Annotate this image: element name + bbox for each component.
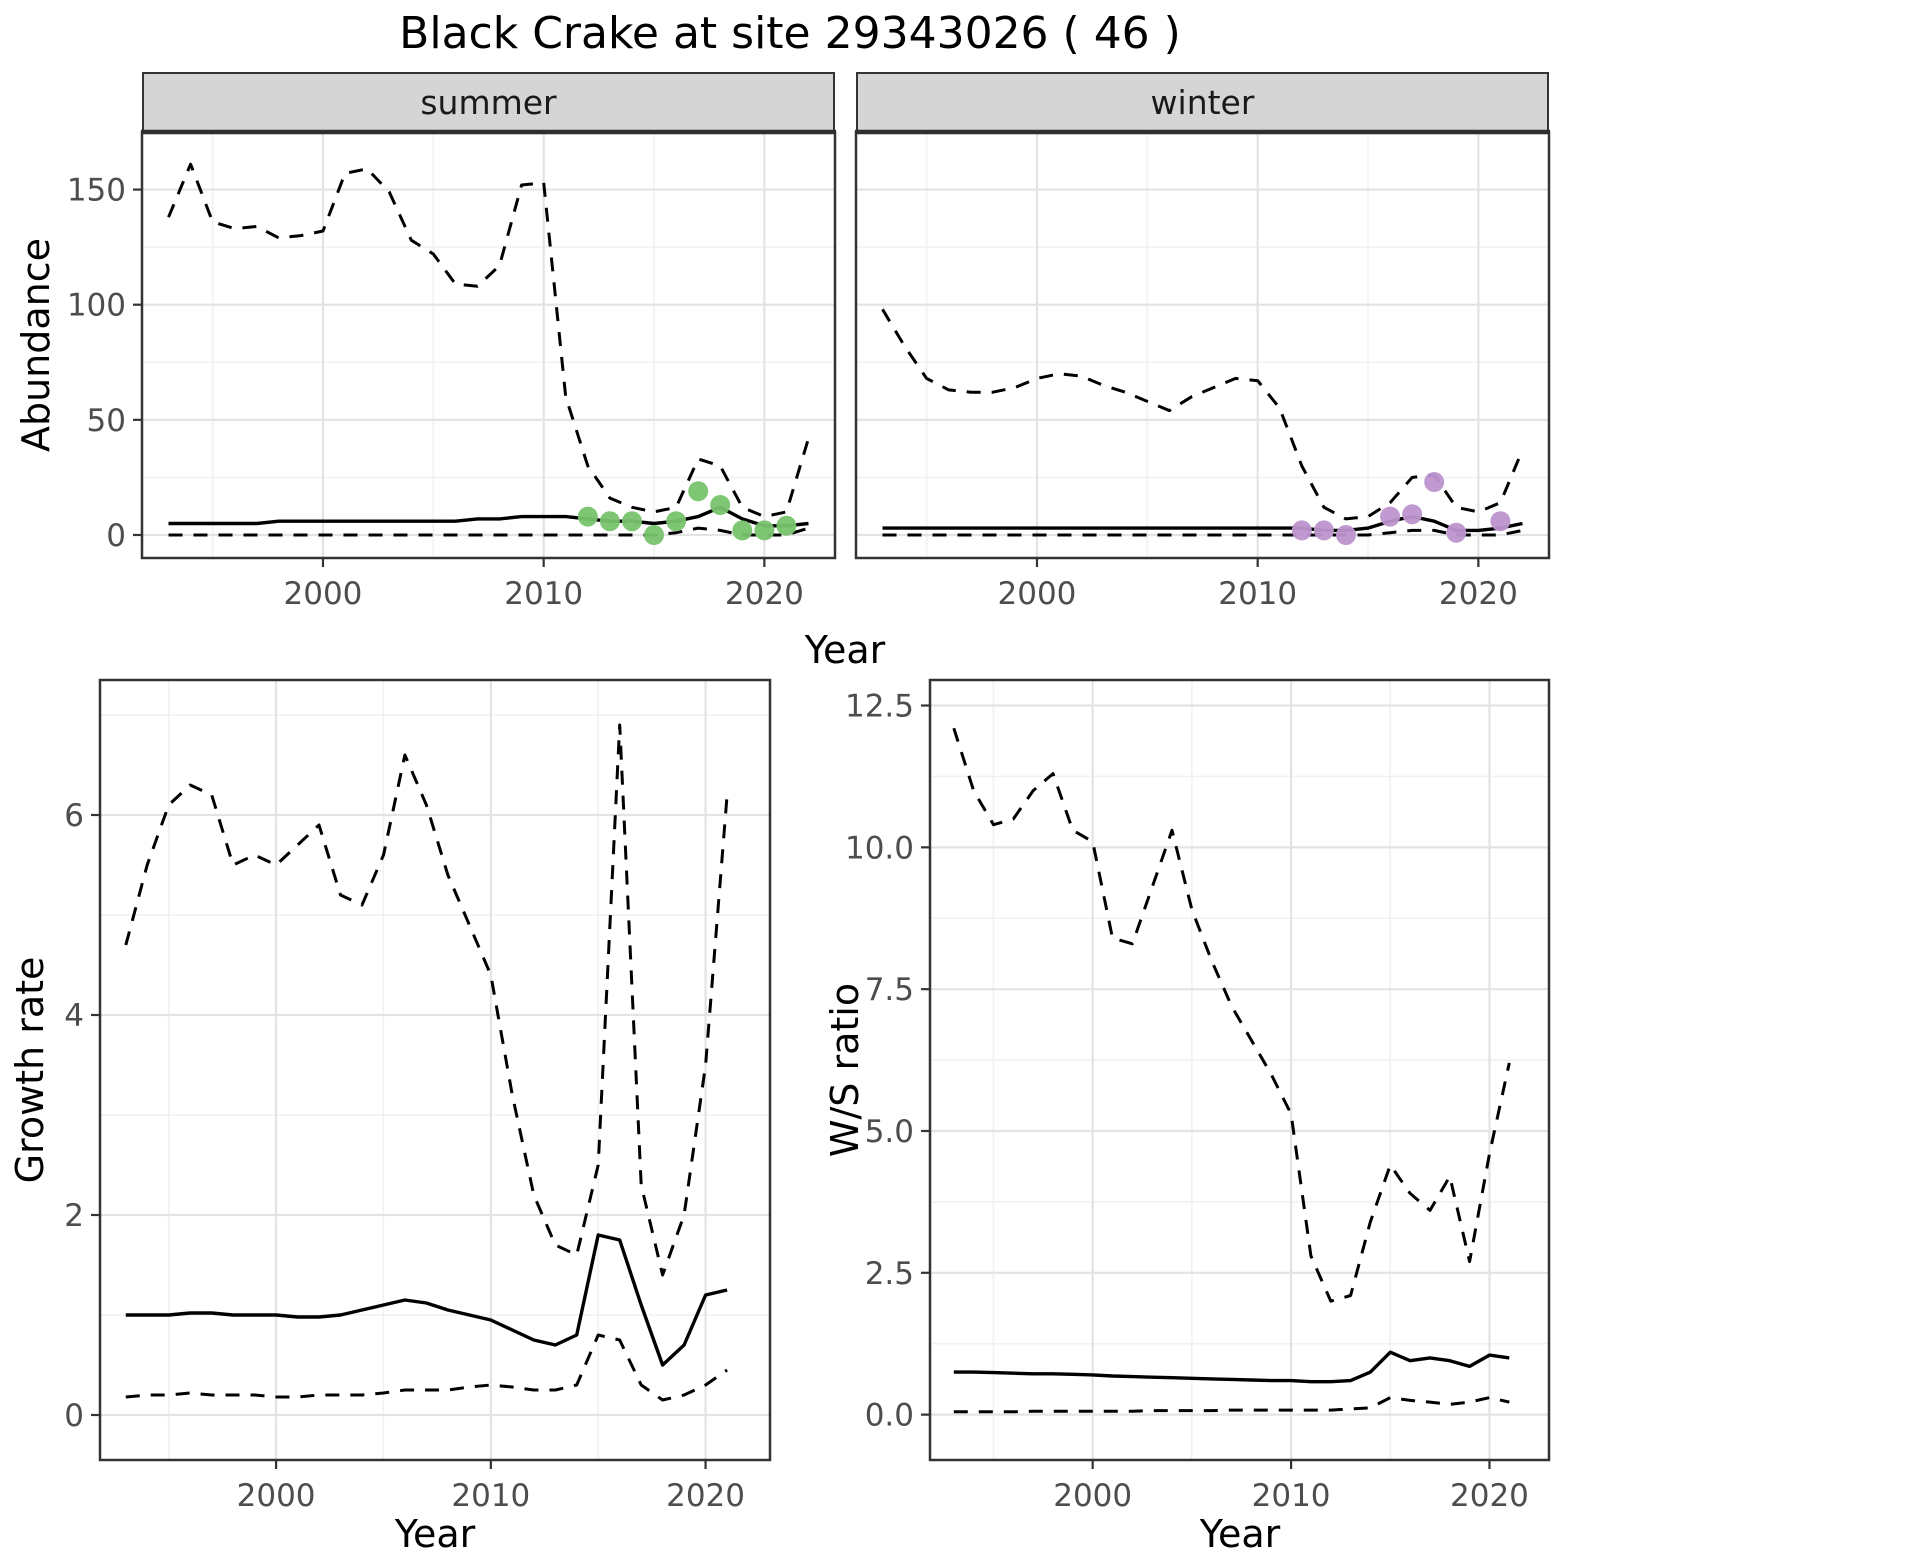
x-axis-title-year-top: Year	[804, 628, 886, 672]
data-point-observed_counts	[776, 515, 797, 536]
y-tick-label: 6	[64, 798, 84, 834]
series-line-lower_ci	[168, 526, 809, 537]
data-point-observed_counts	[754, 520, 775, 541]
y-tick-label: 7.5	[865, 972, 914, 1008]
data-point-observed_counts	[1424, 472, 1445, 492]
data-point-observed_counts	[1402, 504, 1423, 525]
x-tick-label: 2020	[725, 576, 804, 612]
data-point-observed_counts	[577, 506, 598, 527]
data-point-observed_counts	[1380, 506, 1401, 527]
series-line-median	[953, 1350, 1510, 1384]
panel-ws_ratio: 2000 2010 2020 0.0 2.5 5.0 7.5 10.0 12.5	[845, 678, 1551, 1514]
y-tick-label: 12.5	[845, 689, 914, 725]
data-point-observed_counts	[599, 511, 620, 532]
data-point-observed_counts	[622, 511, 642, 532]
facet-strip-winter-label: winter	[1150, 82, 1255, 122]
data-point-observed_counts	[732, 520, 753, 541]
y-tick-label: 0	[106, 518, 126, 554]
x-tick-label: 2020	[666, 1478, 745, 1514]
facet-strip-summer: summer	[142, 72, 835, 132]
y-tick-label: 2	[64, 1198, 84, 1234]
x-tick-label: 2000	[1053, 1478, 1132, 1514]
series-line-lower_ci	[882, 528, 1523, 537]
y-tick-label: 0	[64, 1398, 84, 1434]
panel-background	[142, 132, 835, 558]
panel-background	[930, 680, 1549, 1460]
y-tick-label: 4	[64, 998, 84, 1034]
data-point-observed_counts	[1291, 520, 1312, 541]
data-point-observed_counts	[666, 511, 687, 532]
x-tick-label: 2010	[1252, 1478, 1331, 1514]
panel-border	[98, 678, 772, 1462]
series-line-median	[125, 1233, 728, 1367]
y-tick-label: 150	[67, 173, 126, 209]
data-point-observed_counts	[1313, 520, 1334, 541]
y-tick-label: 0.0	[865, 1398, 914, 1434]
y-tick-label: 2.5	[865, 1256, 914, 1292]
x-tick-label: 2000	[237, 1478, 316, 1514]
panel-growth_rate: 2000 2010 2020 0 2 4 6	[64, 678, 772, 1514]
y-tick-label: 100	[67, 288, 126, 324]
panel-abundance_summer: 2000 2010 2020 0 50 100 150	[67, 129, 837, 612]
series-line-upper_ci	[124, 723, 729, 1277]
x-tick-label: 2010	[451, 1478, 530, 1514]
series-line-lower_ci	[125, 1333, 728, 1402]
data-point-observed_counts	[710, 495, 731, 515]
panel-background	[856, 132, 1549, 558]
data-point-observed_counts	[688, 481, 709, 502]
panel-abundance_winter: 2000 2010 2020	[854, 129, 1551, 612]
data-point-observed_counts	[1336, 525, 1356, 545]
series-line-median	[168, 505, 809, 528]
x-tick-label: 2020	[1439, 576, 1518, 612]
facet-strip-winter: winter	[856, 72, 1549, 132]
series-line-upper_ci	[952, 727, 1511, 1303]
series-line-upper_ci	[881, 308, 1524, 521]
data-point-observed_counts	[1490, 511, 1511, 532]
y-tick-label: 10.0	[845, 830, 914, 866]
series-line-lower_ci	[953, 1396, 1510, 1414]
x-tick-label: 2010	[504, 576, 583, 612]
data-point-observed_counts	[1446, 522, 1467, 543]
x-tick-label: 2000	[998, 576, 1077, 612]
x-tick-label: 2020	[1450, 1478, 1529, 1514]
panel-background	[100, 680, 770, 1460]
x-tick-label: 2000	[284, 576, 363, 612]
y-tick-label: 50	[87, 403, 126, 439]
x-axis-title-year-ws: Year	[1199, 1512, 1281, 1556]
data-point-observed_counts	[644, 525, 664, 545]
panel-border	[928, 678, 1551, 1462]
y-tick-label: 5.0	[865, 1114, 914, 1150]
x-axis-title-year-growth: Year	[394, 1512, 476, 1556]
facet-strip-summer-label: summer	[420, 82, 557, 122]
chart-title: Black Crake at site 29343026 ( 46 )	[399, 8, 1181, 59]
series-line-upper_ci	[167, 162, 810, 519]
x-tick-label: 2010	[1218, 576, 1297, 612]
